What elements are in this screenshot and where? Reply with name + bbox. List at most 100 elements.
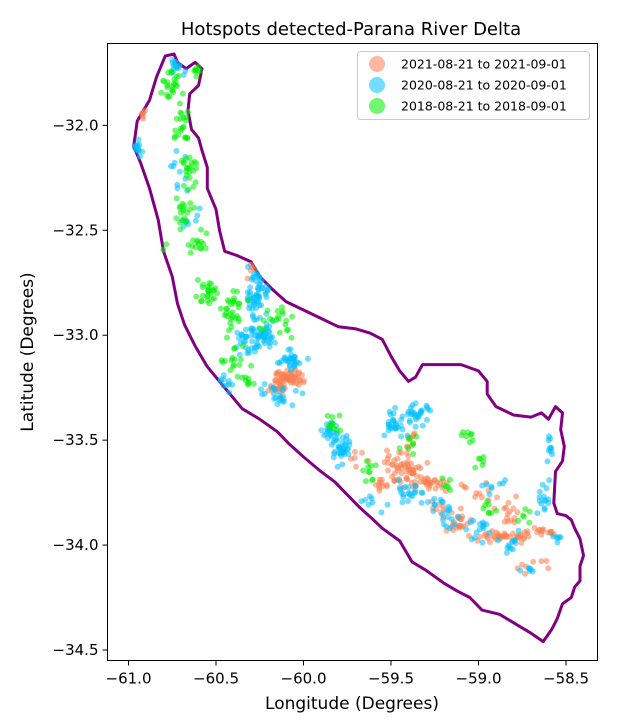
hotspot-point — [236, 351, 243, 358]
hotspot-point — [381, 432, 388, 439]
hotspot-point — [534, 510, 541, 517]
legend-label: 2021-08-21 to 2021-09-01 — [401, 57, 567, 72]
chart-title: Hotspots detected-Parana River Delta — [181, 19, 521, 40]
hotspot-point — [242, 377, 249, 384]
hotspot-point — [329, 420, 336, 427]
hotspot-point — [541, 506, 548, 513]
hotspot-point — [226, 389, 233, 396]
y-tick-label: −34.0 — [53, 536, 99, 554]
hotspot-point — [173, 195, 180, 202]
hotspot-point — [394, 455, 401, 462]
hotspot-point — [418, 489, 425, 496]
hotspot-point — [176, 100, 183, 107]
hotspot-point — [221, 312, 228, 319]
hotspot-point — [260, 317, 267, 324]
hotspot-point — [271, 395, 278, 402]
hotspot-point — [244, 350, 251, 357]
hotspot-point — [340, 449, 347, 456]
hotspot-point — [225, 381, 232, 388]
hotspot-point — [390, 410, 397, 417]
hotspot-point — [505, 499, 512, 506]
hotspot-point — [398, 449, 405, 456]
hotspot-point — [318, 427, 325, 434]
hotspot-point — [336, 412, 343, 419]
hotspot-point — [224, 334, 230, 341]
hotspot-point — [376, 487, 383, 494]
hotspot-point — [285, 346, 292, 353]
legend-marker — [369, 56, 385, 72]
hotspot-point — [171, 80, 177, 87]
hotspot-point — [538, 531, 545, 538]
hotspot-point — [405, 498, 411, 504]
hotspot-point — [514, 509, 521, 516]
hotspot-point — [135, 136, 142, 143]
hotspot-point — [485, 509, 492, 516]
hotspot-point — [437, 496, 444, 503]
hotspot-point — [480, 525, 487, 532]
hotspot-point — [403, 474, 410, 481]
hotspot-point — [194, 212, 201, 219]
hotspot-point — [137, 153, 143, 160]
hotspot-point — [475, 455, 482, 462]
hotspot-point — [246, 305, 252, 312]
hotspot-point — [384, 455, 391, 462]
legend-label: 2018-08-21 to 2018-09-01 — [401, 99, 567, 114]
hotspot-point — [398, 461, 405, 468]
hotspot-point — [386, 424, 392, 431]
hotspot-point — [407, 404, 414, 411]
hotspot-point — [169, 86, 176, 93]
hotspot-point — [218, 357, 225, 364]
hotspot-point — [546, 433, 552, 440]
hotspot-point — [412, 423, 419, 430]
hotspot-point — [417, 465, 424, 472]
hotspot-point — [538, 558, 545, 565]
hotspot-point — [225, 297, 232, 304]
hotspot-point — [385, 459, 392, 466]
hotspot-point — [479, 462, 486, 469]
legend-box — [357, 51, 590, 120]
hotspot-point — [204, 297, 211, 304]
hotspot-point — [545, 500, 552, 506]
hotspot-point — [396, 477, 402, 484]
boundary-layer — [132, 52, 585, 644]
hotspot-point — [538, 500, 545, 507]
hotspot-point — [185, 186, 192, 193]
hotspot-point — [299, 390, 306, 397]
hotspot-point — [359, 449, 365, 456]
hotspot-point — [192, 179, 199, 186]
hotspot-point — [204, 283, 211, 290]
hotspot-point — [182, 134, 189, 141]
hotspot-point — [485, 501, 492, 508]
hotspot-point — [351, 448, 358, 455]
hotspot-point — [488, 485, 495, 491]
hotspot-point — [556, 534, 563, 540]
hotspot-point — [168, 163, 174, 170]
hotspot-point — [418, 474, 424, 481]
hotspot-point — [261, 381, 268, 387]
hotspot-point — [346, 441, 353, 448]
hotspot-point — [184, 108, 191, 115]
hotspot-point — [278, 358, 285, 365]
hotspot-point — [493, 529, 500, 536]
hotspot-point — [247, 284, 253, 291]
hotspot-point — [518, 539, 525, 546]
hotspot-point — [175, 72, 182, 79]
hotspot-point — [192, 217, 199, 224]
hotspot-point — [280, 385, 287, 391]
hotspot-point — [540, 526, 547, 533]
hotspot-point — [447, 476, 453, 483]
hotspot-point — [160, 246, 167, 253]
hotspot-point — [295, 370, 302, 377]
hotspot-point — [486, 491, 493, 498]
hotspot-point — [378, 509, 385, 516]
hotspot-point — [227, 311, 234, 318]
hotspot-point — [185, 241, 192, 248]
hotspot-point — [398, 433, 405, 440]
hotspot-point — [254, 271, 261, 278]
hotspot-point — [526, 519, 533, 526]
hotspot-point — [480, 505, 487, 512]
hotspot-point — [413, 433, 420, 440]
y-tick-label: −34.5 — [53, 641, 99, 659]
hotspot-point — [445, 507, 452, 514]
hotspot-point — [410, 440, 417, 447]
